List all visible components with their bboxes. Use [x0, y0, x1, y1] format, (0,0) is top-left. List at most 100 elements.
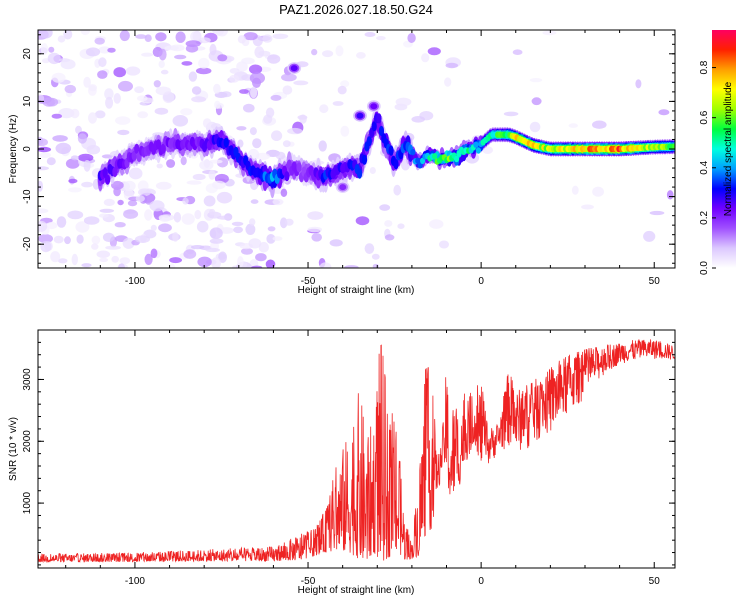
- spectrogram-noise-cell: [241, 247, 253, 255]
- spectrogram-noise-cell: [64, 236, 71, 245]
- spectrogram-noise-cell: [70, 155, 79, 161]
- spectrogram-noise-cell: [115, 116, 131, 125]
- spectrogram-noise-cell: [592, 186, 604, 197]
- spectrogram-ridge-cell: [284, 171, 290, 182]
- spectrogram-noise-cell: [444, 77, 452, 87]
- spectrogram-noise-cell: [202, 118, 212, 128]
- spectrogram-noise-cell: [427, 47, 441, 56]
- spectrogram-noise-cell: [209, 208, 216, 216]
- spectrogram-noise-cell: [99, 208, 115, 213]
- colorbar-tick-label: 0.8: [699, 60, 710, 74]
- spectrogram-noise-cell: [271, 130, 283, 141]
- spectrogram-noise-cell: [181, 213, 195, 225]
- spectrogram-noise-cell: [293, 80, 309, 86]
- spectrogram-noise-cell: [205, 247, 220, 253]
- snr-marks: [38, 339, 675, 564]
- spectrogram-noise-cell: [58, 108, 75, 119]
- spectrogram-noise-cell: [99, 213, 109, 218]
- spectrogram-noise-cell: [53, 235, 64, 244]
- spectrogram-noise-cell: [175, 31, 186, 43]
- spectrogram-noise-cell: [512, 49, 523, 55]
- spectrogram-noise-cell: [144, 253, 153, 265]
- spectrogram-noise-cell: [322, 50, 334, 58]
- spectrogram-noise-cell: [156, 163, 163, 169]
- spectrogram-noise-cell: [137, 111, 149, 119]
- spectrogram-noise-cell: [185, 44, 199, 53]
- spectrogram-noise-cell: [158, 215, 171, 222]
- spectrogram-noise-cell: [263, 114, 273, 124]
- spectrogram-noise-cell: [182, 197, 189, 205]
- spectrogram-noise-cell: [307, 211, 324, 220]
- spectrogram-noise-cell: [272, 33, 289, 39]
- spectrogram-marks: [38, 30, 675, 268]
- spectrogram-ridge-cell: [376, 113, 382, 124]
- spectrogram-ridge-cell: [361, 154, 368, 165]
- colorbar-tick-label: 0.6: [699, 110, 710, 124]
- snr-line: [38, 339, 675, 564]
- spectrogram-noise-cell: [280, 217, 288, 229]
- spectrogram-noise-cell: [91, 243, 99, 250]
- snr-panel: -100 -50 0 50 1000 2000 3000 Height of straigh…: [8, 329, 676, 596]
- spectrogram-ridge-cell: [223, 137, 229, 148]
- spectrogram-noise-cell: [571, 185, 579, 195]
- spectrogram-ridge-cell: [134, 143, 140, 154]
- spectrogram-noise-cell: [83, 159, 91, 172]
- spectrogram-noise-cell: [40, 43, 49, 55]
- spectrogram-noise-cell: [38, 220, 48, 232]
- spectrogram-noise-cell: [209, 238, 224, 244]
- spectrogram-noise-cell: [113, 67, 126, 78]
- colorbar-tick-label: 0.0: [699, 261, 710, 275]
- spectrogram-noise-cell: [71, 253, 79, 266]
- spectrogram-noise-cell: [209, 227, 223, 239]
- spectrogram-noise-cell: [252, 138, 262, 149]
- spectrogram-noise-cell: [270, 94, 282, 101]
- spectrogram-noise-cell: [135, 34, 147, 39]
- spectrogram-noise-cell: [237, 139, 244, 148]
- spectrogram-noise-cell: [111, 180, 124, 190]
- spectrogram-noise-cell: [581, 204, 594, 210]
- spectrogram-noise-cell: [369, 167, 376, 174]
- spectrogram-noise-cell: [429, 219, 444, 229]
- spectrogram-noise-cell: [158, 223, 172, 233]
- spectrogram-noise-cell: [65, 158, 80, 169]
- spectrogram-noise-cell: [280, 188, 288, 197]
- spectrogram-noise-cell: [231, 221, 244, 226]
- spectrogram-ridge-cell: [388, 145, 394, 156]
- spectrogram-noise-cell: [194, 209, 202, 220]
- spectrogram-ridge-cell: [378, 125, 384, 137]
- spectrogram-noise-cell: [229, 74, 240, 83]
- snr-y-tick-label: 2000: [22, 430, 33, 453]
- spectrogram-noise-cell: [118, 263, 125, 268]
- spectrogram-noise-cell: [250, 86, 258, 99]
- spectrogram-noise-cell: [258, 241, 269, 253]
- spectrogram-ridge-cell: [415, 157, 421, 164]
- spectrogram-noise-cell: [220, 91, 232, 98]
- spectrogram-noise-cell: [218, 251, 228, 263]
- spectrogram-noise-cell: [105, 96, 114, 109]
- spectrogram-noise-cell: [135, 235, 150, 243]
- spectrogram-noise-cell: [70, 108, 80, 119]
- spectrogram-noise-cell: [122, 237, 135, 249]
- spectrogram-noise-cell: [67, 210, 84, 220]
- spectrogram-noise-cell: [180, 156, 187, 166]
- spectrogram-noise-cell: [111, 255, 119, 263]
- spectrogram-noise-cell: [199, 160, 214, 171]
- spectrogram-x-tick-label: 0: [478, 276, 484, 287]
- spectrogram-noise-cell: [195, 67, 212, 75]
- spectrogram-noise-cell: [658, 109, 670, 116]
- spectrogram-y-tick-label: -20: [22, 237, 33, 252]
- spectrogram-noise-cell: [38, 208, 49, 214]
- spectrogram-noise-cell: [48, 46, 55, 53]
- spectrogram-noise-cell: [76, 234, 84, 244]
- spectrogram-noise-cell: [265, 259, 276, 268]
- spectrogram-blob: [339, 184, 347, 191]
- spectrogram-noise-cell: [356, 52, 366, 59]
- spectrogram-noise-cell: [81, 181, 93, 188]
- spectrogram-noise-cell: [262, 34, 273, 43]
- spectrogram-noise-cell: [183, 249, 197, 259]
- spectrogram-noise-cell: [172, 115, 189, 127]
- spectrogram-y-tick-label: -10: [22, 189, 33, 204]
- spectrogram-ridge-cell: [296, 162, 302, 173]
- spectrogram-noise-cell: [150, 248, 158, 259]
- spectrogram-noise-cell: [248, 238, 262, 249]
